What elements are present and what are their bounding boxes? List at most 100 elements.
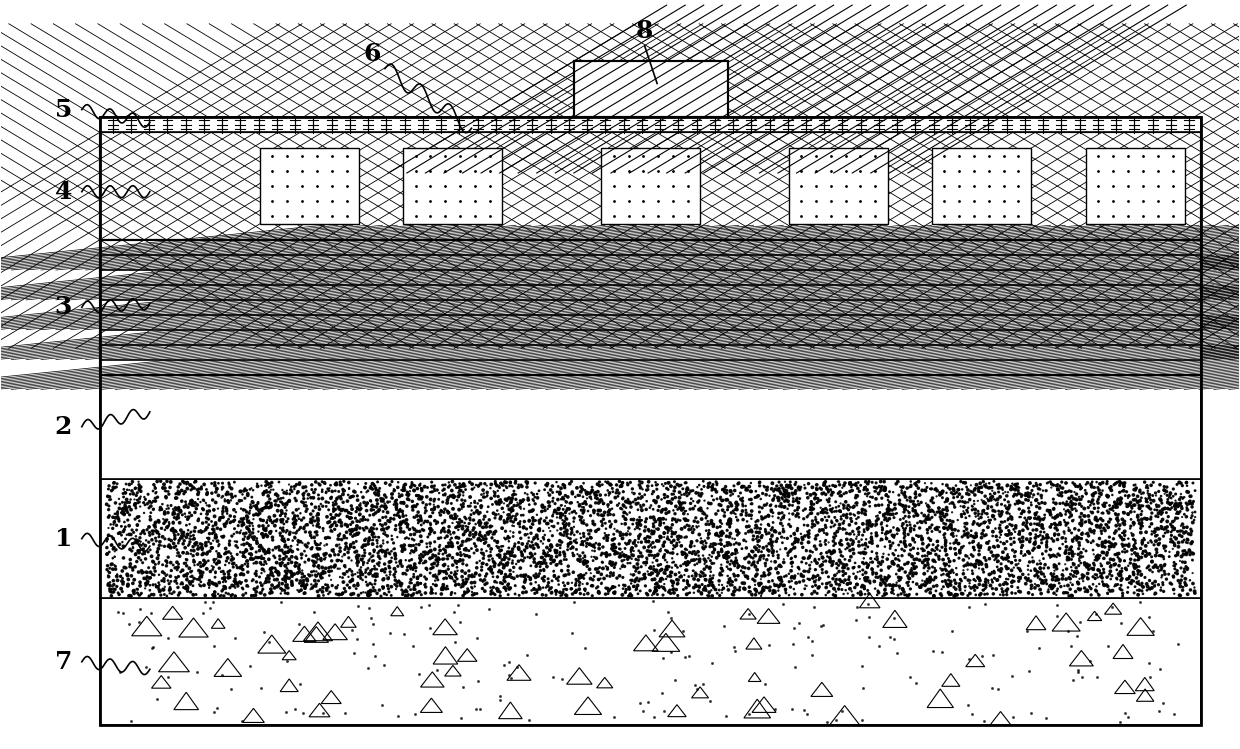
Point (227, 497, 247, 509)
Point (956, 523, 976, 535)
Point (243, 524, 263, 536)
Point (738, 515, 758, 527)
Point (1112, 546, 1132, 558)
Point (126, 548, 146, 560)
Point (311, 554, 331, 566)
Point (878, 508, 898, 520)
Point (898, 590, 918, 602)
Point (190, 578, 210, 590)
Point (588, 562, 608, 574)
Point (326, 477, 346, 489)
Point (905, 488, 925, 500)
Point (537, 512, 557, 524)
Point (900, 476, 920, 488)
Point (854, 526, 874, 538)
Point (205, 510, 224, 522)
Point (1023, 491, 1043, 503)
Point (392, 506, 412, 518)
Point (1154, 568, 1174, 580)
Point (785, 505, 805, 517)
Point (682, 536, 702, 548)
Point (157, 500, 177, 512)
Point (889, 580, 909, 592)
Point (325, 549, 345, 561)
Point (952, 531, 972, 543)
Point (1048, 574, 1068, 586)
Point (723, 576, 743, 588)
Point (356, 576, 376, 588)
Point (339, 476, 358, 488)
Point (894, 488, 914, 500)
Point (861, 491, 880, 503)
Point (838, 587, 858, 599)
Point (192, 542, 212, 554)
Point (258, 545, 278, 557)
Point (434, 579, 454, 591)
Point (704, 544, 724, 556)
Point (327, 493, 347, 505)
Point (165, 530, 185, 542)
Point (301, 498, 321, 510)
Point (1087, 506, 1107, 518)
Point (598, 501, 618, 513)
Point (613, 529, 632, 541)
Point (179, 512, 198, 524)
Point (455, 484, 475, 496)
Point (170, 488, 190, 500)
Point (1054, 514, 1074, 526)
Point (660, 568, 680, 580)
Point (213, 531, 233, 543)
Point (206, 518, 226, 530)
Point (775, 491, 795, 503)
Point (425, 550, 445, 562)
Point (465, 580, 485, 592)
Point (273, 514, 293, 526)
Point (444, 491, 464, 503)
Point (1087, 550, 1107, 562)
Point (446, 568, 466, 580)
Point (537, 560, 557, 572)
Point (453, 580, 472, 592)
Point (441, 490, 461, 502)
Point (195, 525, 215, 537)
Point (844, 509, 864, 521)
Point (883, 579, 903, 591)
Point (837, 527, 857, 539)
Point (370, 545, 389, 557)
Point (308, 539, 327, 551)
Point (539, 489, 559, 501)
Point (552, 536, 572, 548)
Point (728, 562, 748, 574)
Point (852, 714, 872, 726)
Point (1133, 487, 1153, 499)
Point (1074, 510, 1094, 522)
Point (138, 546, 157, 558)
Point (794, 552, 813, 564)
Point (894, 524, 914, 536)
Point (706, 508, 725, 520)
Point (1038, 586, 1058, 598)
Point (831, 513, 851, 525)
Point (358, 562, 378, 574)
Point (748, 531, 768, 543)
Point (355, 497, 374, 509)
Point (1131, 568, 1151, 580)
Point (548, 518, 568, 530)
Point (167, 485, 187, 497)
Bar (100, 345, 1202, 360)
Point (981, 546, 1001, 558)
Point (475, 530, 495, 542)
Point (154, 573, 174, 585)
Point (593, 510, 613, 522)
Point (420, 517, 440, 529)
Point (391, 516, 410, 528)
Point (699, 527, 719, 539)
Point (305, 574, 325, 586)
Point (1069, 532, 1089, 544)
Point (688, 496, 708, 508)
Point (756, 499, 776, 511)
Point (187, 537, 207, 549)
Point (773, 520, 792, 532)
Point (412, 536, 432, 548)
Point (699, 562, 719, 574)
